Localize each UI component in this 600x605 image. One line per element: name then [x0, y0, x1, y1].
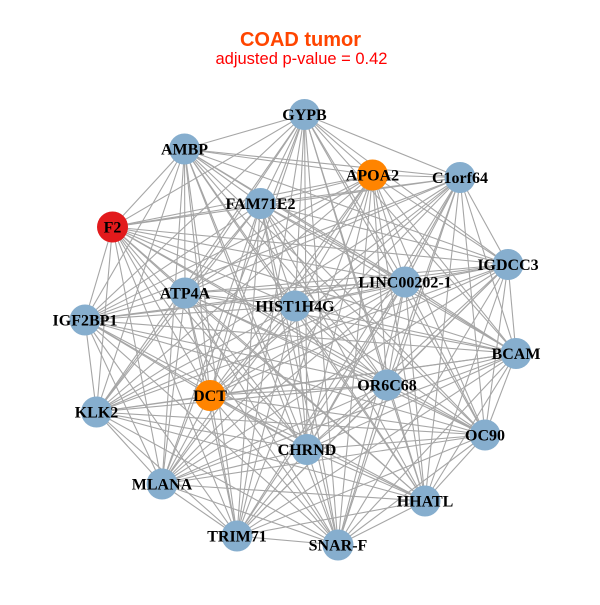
svg-text:MLANA: MLANA: [132, 477, 193, 494]
svg-text:AMBP: AMBP: [161, 142, 208, 159]
svg-text:F2: F2: [104, 220, 122, 237]
svg-text:C1orf64: C1orf64: [432, 170, 488, 187]
svg-text:OC90: OC90: [465, 428, 505, 445]
svg-text:HHATL: HHATL: [397, 494, 454, 511]
svg-text:IGF2BP1: IGF2BP1: [53, 313, 118, 330]
svg-text:OR6C68: OR6C68: [357, 378, 417, 395]
svg-text:FAM71E2: FAM71E2: [226, 196, 296, 213]
svg-text:ATP4A: ATP4A: [160, 286, 211, 303]
svg-text:GYPB: GYPB: [282, 107, 327, 124]
svg-text:IGDCC3: IGDCC3: [477, 257, 538, 274]
svg-text:HIST1H4G: HIST1H4G: [255, 299, 335, 316]
svg-text:APOA2: APOA2: [346, 168, 399, 185]
svg-text:LINC00202-1: LINC00202-1: [358, 275, 451, 292]
svg-text:SNAR-F: SNAR-F: [309, 538, 368, 555]
svg-text:DCT: DCT: [193, 388, 227, 405]
svg-text:TRIM71: TRIM71: [207, 529, 267, 546]
svg-text:KLK2: KLK2: [75, 405, 119, 422]
svg-text:CHRND: CHRND: [278, 442, 337, 459]
svg-text:BCAM: BCAM: [492, 346, 541, 363]
svg-text:adjusted p-value = 0.42: adjusted p-value = 0.42: [215, 50, 387, 68]
svg-text:COAD tumor: COAD tumor: [240, 29, 361, 51]
